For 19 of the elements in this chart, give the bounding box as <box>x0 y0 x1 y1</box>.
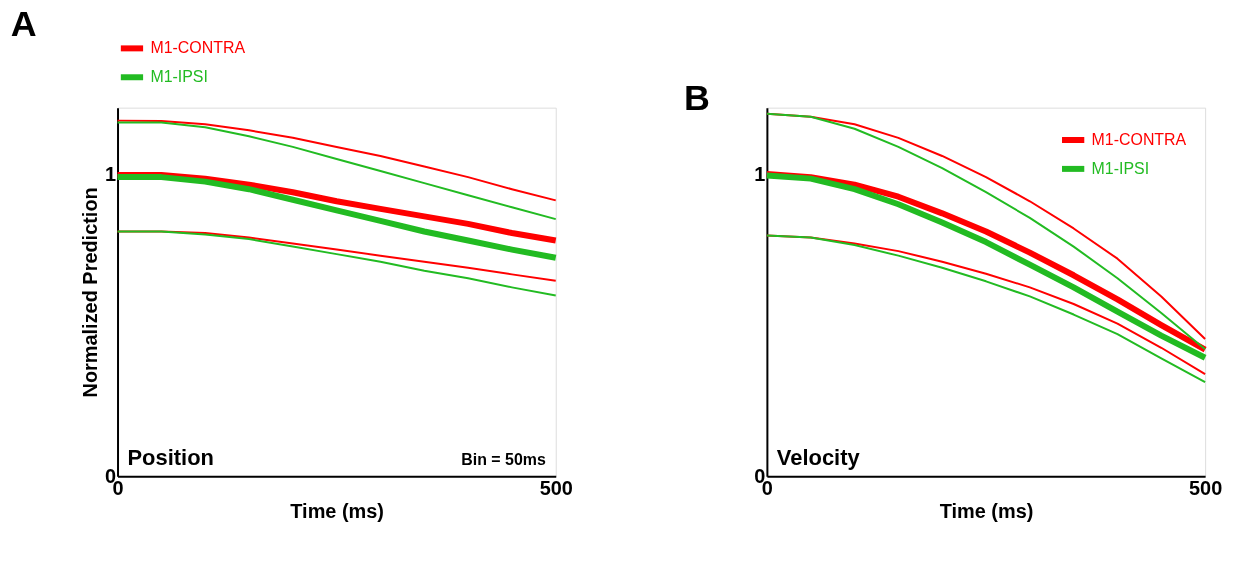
y-axis-title: Normalized Prediction <box>78 187 101 398</box>
annotation: Velocity <box>776 445 861 471</box>
annotation: Position <box>127 445 214 471</box>
x-axis-title: Time (ms) <box>290 500 384 523</box>
annotation: Bin = 50ms <box>461 451 546 469</box>
x-axis-title: Time (ms) <box>939 500 1034 523</box>
y-tick-label: 1 <box>104 162 117 185</box>
legend-label: M1-CONTRA <box>150 39 246 57</box>
legend-label: M1-CONTRA <box>1091 130 1187 148</box>
chart-title: B <box>684 77 710 118</box>
y-tick-label: 1 <box>754 162 766 185</box>
line-series <box>116 121 557 221</box>
line-series <box>116 119 557 202</box>
legend-label: M1-IPSI <box>1091 159 1150 177</box>
legend-label: M1-IPSI <box>150 68 208 86</box>
x-tick-label: 500 <box>539 476 573 499</box>
chart-title: A <box>10 3 37 44</box>
line-series <box>116 230 557 297</box>
x-tick-label: 500 <box>1189 476 1223 499</box>
